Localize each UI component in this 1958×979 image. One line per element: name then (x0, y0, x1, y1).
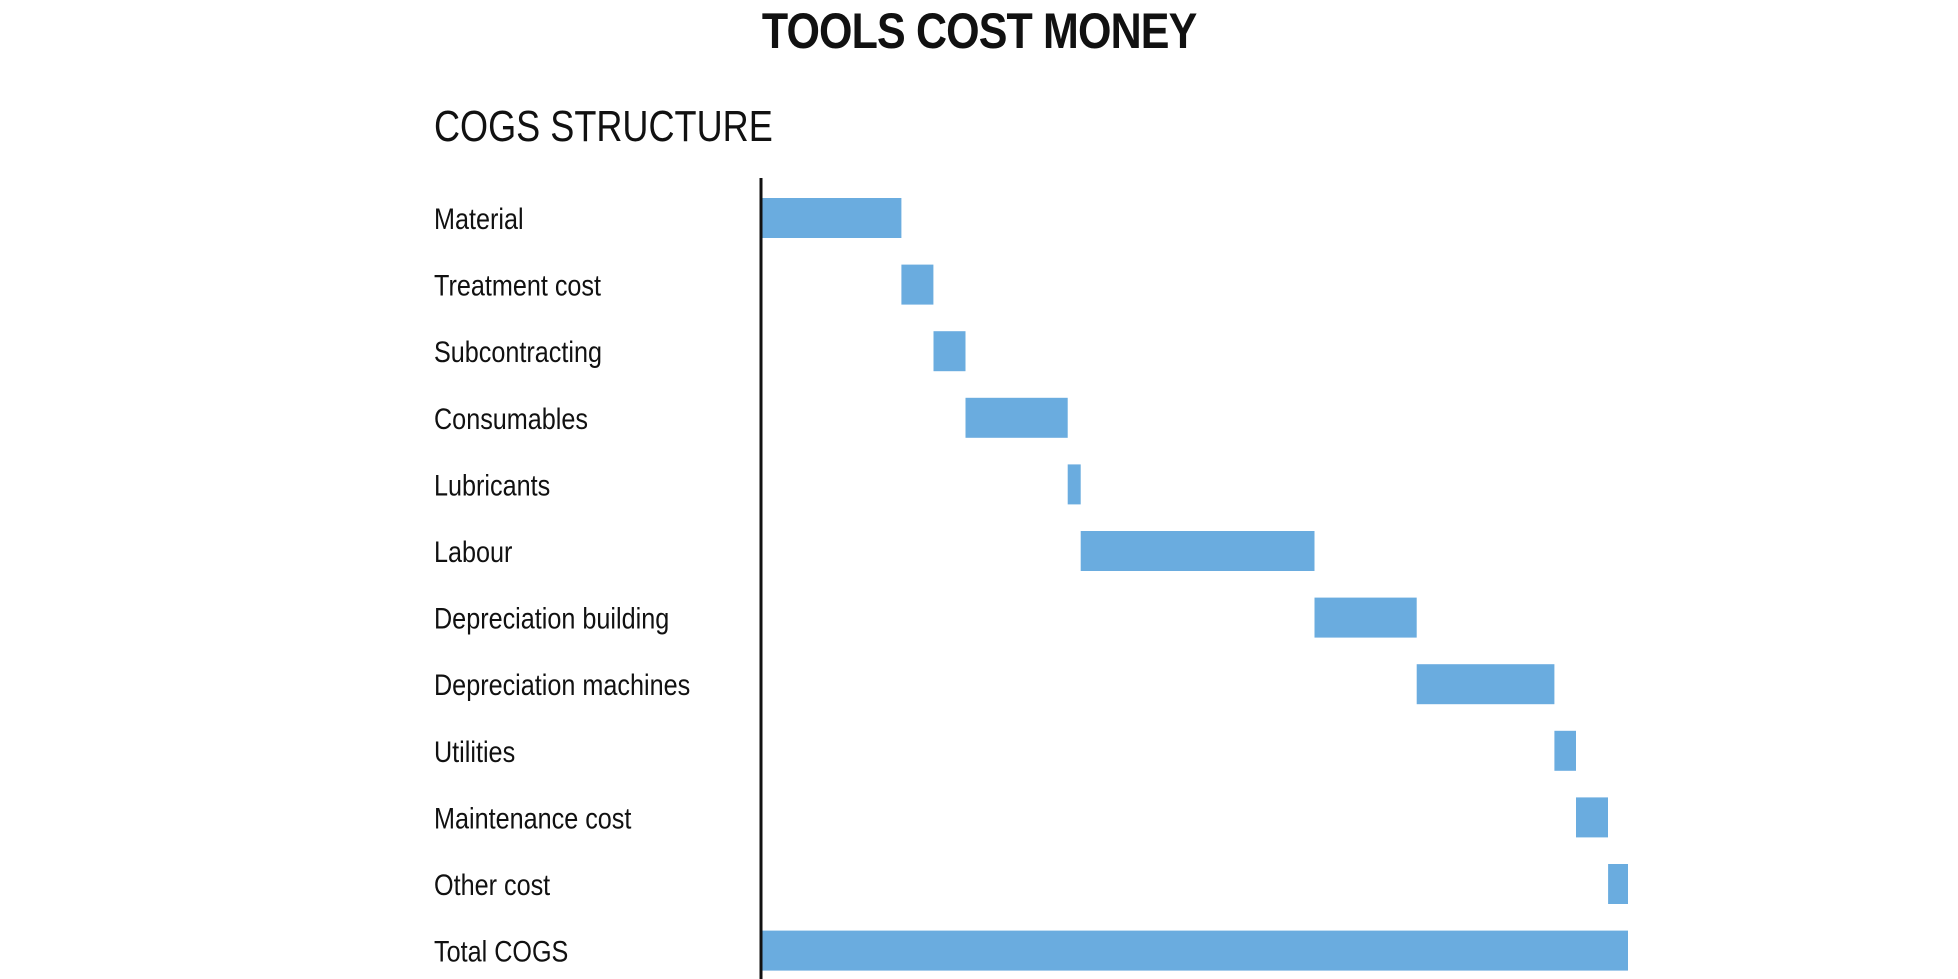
bar-depreciation-machines (1416, 664, 1555, 705)
chart-title: COGS STRUCTURE (434, 102, 773, 151)
bar-total-cogs (762, 930, 1628, 971)
category-label-subcontracting: Subcontracting (434, 335, 602, 369)
category-label-utilities: Utilities (434, 735, 515, 769)
category-label-labour: Labour (434, 535, 512, 569)
bar-lubricants (1067, 464, 1081, 505)
category-label-lubricants: Lubricants (434, 468, 550, 502)
bar-material (762, 198, 902, 238)
chart-bars (762, 198, 1628, 971)
category-label-consumables: Consumables (434, 402, 588, 436)
bar-depreciation-building (1314, 597, 1417, 638)
category-label-depreciation-building: Depreciation building (434, 602, 669, 636)
bar-labour (1080, 531, 1315, 571)
bar-treatment-cost (901, 264, 934, 305)
bar-maintenance-cost (1576, 797, 1608, 838)
bar-subcontracting (933, 331, 966, 372)
category-label-other-cost: Other cost (434, 868, 550, 902)
page-title: TOOLS COST MONEY (761, 3, 1197, 59)
category-label-depreciation-machines: Depreciation machines (434, 668, 690, 702)
category-label-total-cogs: Total COGS (434, 935, 568, 969)
category-label-treatment-cost: Treatment cost (434, 269, 601, 303)
bar-consumables (965, 397, 1068, 438)
bar-other-cost (1608, 864, 1628, 904)
category-label-maintenance-cost: Maintenance cost (434, 801, 632, 835)
category-labels: Material Treatment cost Subcontracting Cons… (434, 202, 690, 968)
bar-utilities (1554, 730, 1576, 771)
category-label-material: Material (434, 202, 524, 236)
